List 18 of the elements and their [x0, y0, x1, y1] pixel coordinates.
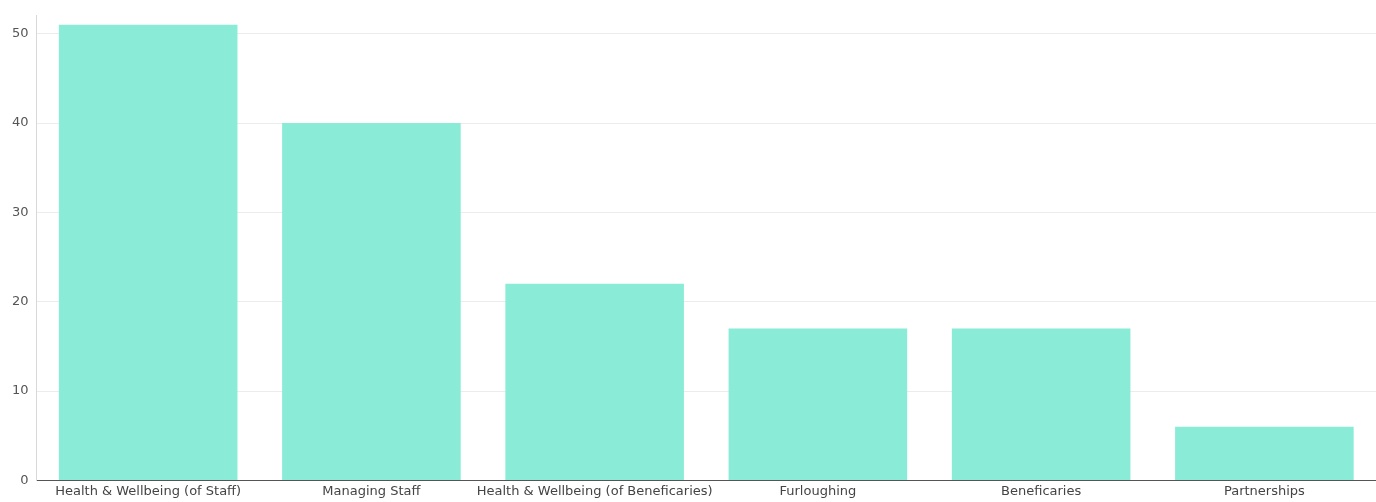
y-tick-label: 10 [12, 382, 29, 398]
x-tick-label: Health & Wellbeing (of Beneficaries) [476, 482, 713, 498]
bar [282, 123, 461, 480]
y-tick-label: 0 [20, 471, 29, 487]
bar [58, 24, 238, 480]
y-tick-label: 40 [12, 114, 29, 130]
x-tick-label: Partnerships [1223, 482, 1306, 498]
x-tick-label: Beneficaries [1001, 482, 1082, 498]
x-tick-label: Managing Staff [322, 482, 422, 498]
y-tick-label: 20 [12, 293, 29, 309]
bar [951, 328, 1131, 480]
bar [728, 328, 908, 480]
bar [505, 283, 684, 480]
x-tick-label: Health & Wellbeing (of Staff) [55, 482, 242, 498]
bar [1175, 426, 1354, 480]
y-tick-label: 50 [12, 25, 29, 41]
y-tick-label: 30 [12, 203, 29, 219]
x-tick-label: Furloughing [779, 482, 857, 498]
